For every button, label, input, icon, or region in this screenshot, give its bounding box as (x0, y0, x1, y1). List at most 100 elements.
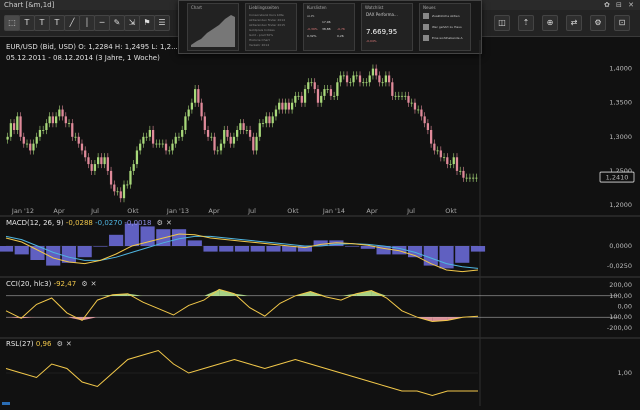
candle-body[interactable] (54, 116, 58, 124)
candle-body[interactable] (38, 130, 42, 137)
candle-body[interactable] (206, 130, 210, 137)
horizontal-line-icon[interactable]: ─ (94, 15, 110, 31)
candle-body[interactable] (155, 143, 158, 145)
overlay-card[interactable]: Chart (187, 3, 239, 51)
candle-body[interactable] (48, 116, 51, 124)
candle-body[interactable] (278, 102, 281, 110)
candle-body[interactable] (122, 184, 126, 199)
candle-body[interactable] (64, 116, 67, 124)
candle-body[interactable] (349, 82, 352, 84)
candle-body[interactable] (219, 143, 223, 151)
pencil-icon[interactable]: ✎ (109, 15, 125, 31)
candle-body[interactable] (265, 116, 268, 124)
candle-body[interactable] (381, 82, 384, 84)
window-controls[interactable]: ✿ ⊟ ✕ (603, 1, 636, 9)
candle-body[interactable] (423, 116, 426, 124)
candle-body[interactable] (281, 102, 284, 110)
candle-body[interactable] (459, 170, 462, 172)
gear-icon[interactable]: ⚙ (81, 280, 88, 288)
candle-body[interactable] (93, 164, 97, 171)
candle-body[interactable] (433, 143, 436, 151)
candle-body[interactable] (303, 89, 307, 103)
candle-body[interactable] (19, 116, 22, 137)
candle-body[interactable] (394, 95, 397, 97)
candle-body[interactable] (97, 157, 100, 165)
candle-body[interactable] (164, 143, 168, 151)
candle-body[interactable] (468, 177, 472, 179)
candle-body[interactable] (465, 177, 468, 179)
list-icon[interactable]: ☰ (154, 15, 170, 31)
candle-body[interactable] (171, 143, 174, 151)
candle-body[interactable] (229, 136, 232, 144)
candle-body[interactable] (142, 136, 145, 144)
candle-body[interactable] (126, 184, 129, 186)
candle-body[interactable] (203, 116, 206, 130)
candle-body[interactable] (439, 150, 442, 158)
candle-body[interactable] (74, 136, 77, 138)
candle-body[interactable] (362, 82, 365, 84)
candle-body[interactable] (252, 136, 255, 151)
candle-body[interactable] (223, 130, 226, 144)
candle-body[interactable] (345, 75, 349, 83)
candle-body[interactable] (300, 95, 303, 103)
candle-body[interactable] (261, 123, 265, 124)
text-icon[interactable]: T (34, 15, 50, 31)
candle-body[interactable] (387, 75, 391, 83)
candle-body[interactable] (61, 109, 64, 117)
overlay-card[interactable]: Lieblingsseiten Consorsbank Kurs bitte Akt… (245, 3, 297, 51)
chart-svg[interactable]: 1,4000 1,3500 1,3000 1,2500 1,2000 1,2410 Jan … (0, 40, 640, 406)
candle-body[interactable] (158, 143, 161, 145)
candle-body[interactable] (216, 150, 219, 152)
candle-body[interactable] (391, 82, 394, 96)
chart-area[interactable]: 1,4000 1,3500 1,3000 1,2500 1,2000 1,2410 Jan … (0, 40, 640, 406)
candle-body[interactable] (87, 157, 90, 165)
candle-body[interactable] (442, 157, 446, 159)
candle-body[interactable] (242, 123, 245, 130)
candle-body[interactable] (71, 123, 74, 137)
candle-body[interactable] (420, 109, 423, 117)
candle-body[interactable] (352, 75, 355, 83)
candle-body[interactable] (446, 157, 449, 165)
overlay-card[interactable]: Watchlist DAX Performa... 7.669,95 -0,04% (361, 3, 413, 51)
vertical-line-icon[interactable]: │ (79, 15, 95, 31)
text-icon[interactable]: T (19, 15, 35, 31)
candle-body[interactable] (106, 157, 109, 171)
close-icon[interactable]: ✕ (65, 340, 72, 348)
candle-body[interactable] (67, 123, 71, 124)
candle-body[interactable] (151, 130, 155, 144)
candle-body[interactable] (287, 102, 291, 110)
candle-body[interactable] (29, 143, 32, 151)
close-icon[interactable]: ✕ (90, 280, 97, 288)
candle-body[interactable] (355, 75, 358, 77)
candle-body[interactable] (284, 102, 287, 110)
candle-body[interactable] (449, 164, 452, 165)
icon[interactable]: ◫ (494, 15, 510, 31)
candle-body[interactable] (177, 136, 181, 138)
candle-body[interactable] (375, 68, 378, 76)
candle-body[interactable] (32, 143, 35, 151)
candle-body[interactable] (161, 143, 164, 145)
candle-body[interactable] (378, 75, 381, 83)
candle-body[interactable] (429, 130, 433, 144)
candle-body[interactable] (452, 157, 455, 165)
candle-body[interactable] (404, 95, 407, 97)
candle-body[interactable] (290, 102, 294, 110)
candle-body[interactable] (119, 191, 122, 199)
candle-body[interactable] (12, 123, 16, 130)
candle-body[interactable] (323, 89, 326, 96)
candle-body[interactable] (168, 150, 171, 152)
candle-body[interactable] (25, 143, 29, 145)
candle-body[interactable] (384, 75, 387, 83)
candle-body[interactable] (80, 143, 84, 151)
candle-body[interactable] (200, 102, 203, 117)
candle-body[interactable] (248, 130, 252, 137)
candle-body[interactable] (245, 130, 248, 131)
candle-body[interactable] (462, 170, 465, 178)
candle-body[interactable] (397, 95, 400, 97)
candle-body[interactable] (100, 157, 103, 165)
candle-body[interactable] (274, 109, 278, 117)
candle-body[interactable] (336, 82, 339, 96)
candle-body[interactable] (307, 82, 310, 90)
candle-body[interactable] (326, 89, 329, 90)
candle-body[interactable] (333, 95, 336, 97)
